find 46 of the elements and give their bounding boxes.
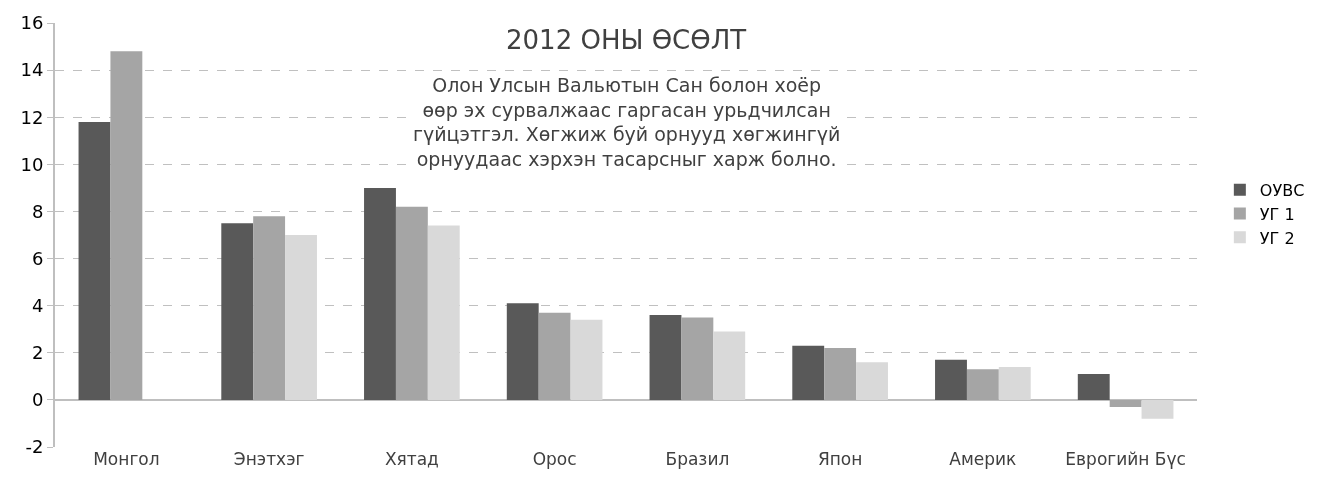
x-tick-label: Еврогийн Бүс: [1065, 449, 1186, 469]
bar: [792, 345, 825, 400]
text: Олон Улсын Вальютын Сан болон хоёр өөр эх сурвалжаас гаргасан урьдчилсан гүйцэтгэл. Хөгжиж буй орнууд хөгжингүй орнуудаас хэрхэн тасарсныг харж болно.: [413, 74, 841, 171]
y-tick-label: 10: [20, 153, 44, 175]
y-tick-label: -2: [25, 436, 44, 458]
bar: [78, 121, 111, 400]
x-tick-label: Монгол: [93, 449, 160, 469]
bar: [998, 366, 1031, 400]
x-tick-label: Америк: [949, 449, 1017, 469]
chart-title: 2012 ОНЫ ӨСӨЛТ: [506, 25, 747, 55]
bar: [713, 331, 746, 400]
legend-label: ОУВС: [1259, 180, 1305, 200]
y-tick-label: 4: [31, 294, 44, 316]
y-tick-label: 2: [31, 342, 44, 364]
bar: [649, 315, 682, 400]
bar: [364, 187, 396, 400]
bar: [681, 317, 714, 400]
bar: [506, 303, 539, 400]
y-tick-label: 12: [20, 106, 44, 128]
x-tick-label: Бразил: [665, 449, 730, 469]
bar: [538, 312, 571, 400]
y-tick-label: 6: [31, 247, 44, 269]
y-tick-label: 14: [20, 59, 44, 81]
bar: [570, 319, 603, 400]
bar: [966, 369, 999, 400]
y-tick-label: 0: [31, 389, 44, 411]
bar: [856, 362, 888, 400]
bar: [824, 348, 857, 400]
bar: [1077, 373, 1110, 400]
y-tick-label: 16: [20, 12, 44, 34]
x-tick-label: Хятад: [384, 449, 439, 469]
x-tick-label: Энэтхэг: [233, 449, 305, 469]
bar: [1109, 399, 1142, 407]
legend-label: УГ 1: [1259, 204, 1295, 224]
bar: [427, 225, 460, 400]
y-tick-label: 8: [31, 200, 44, 222]
legend-label: УГ 2: [1259, 228, 1295, 248]
bar: [1141, 399, 1174, 419]
x-tick-label: Япон: [817, 449, 863, 469]
bar: [221, 223, 254, 400]
bar: [395, 206, 428, 400]
x-tick-label: Орос: [532, 449, 577, 469]
bar: [935, 359, 967, 400]
bar: [110, 51, 143, 400]
bar: [285, 235, 317, 400]
bar: [253, 216, 286, 400]
